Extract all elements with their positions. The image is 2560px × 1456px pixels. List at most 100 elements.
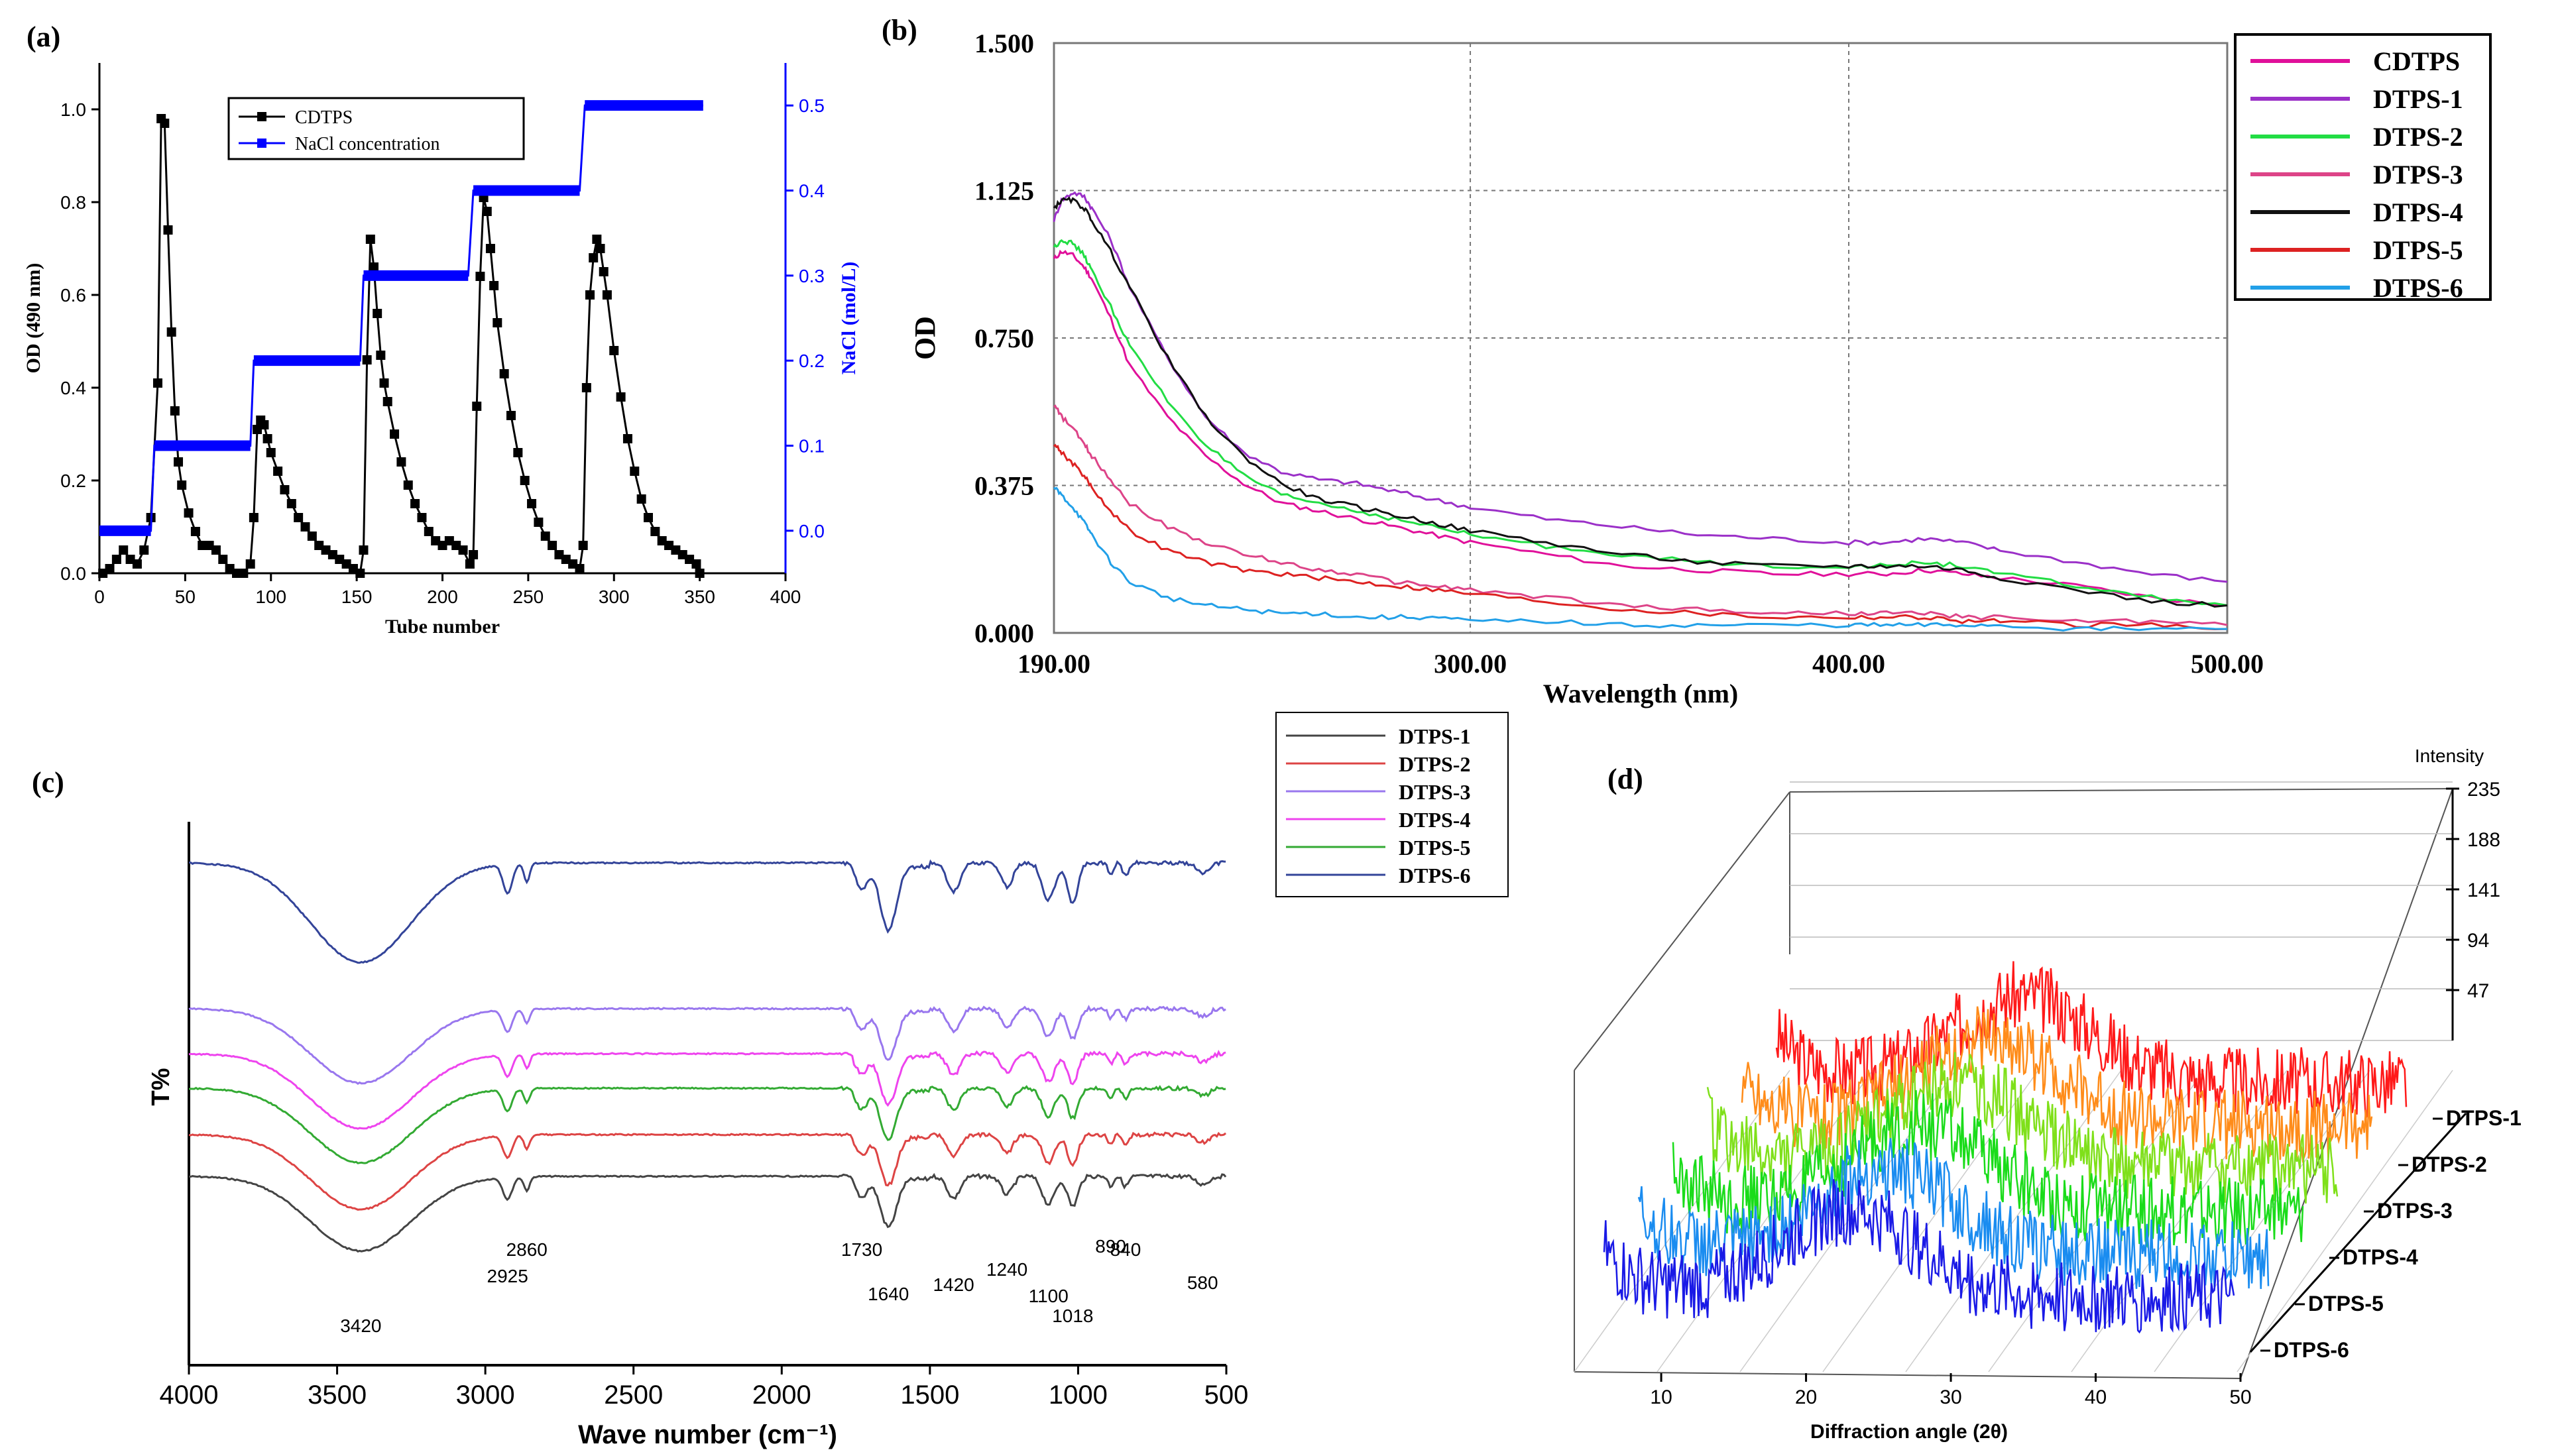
d-series-line-dtps-6 bbox=[1603, 1179, 2235, 1334]
a-point-cdtps bbox=[616, 392, 626, 402]
b-legend: CDTPS DTPS-1 DTPS-2 DTPS-3 DTPS-4 DTPS-5 DTPS-… bbox=[2234, 33, 2492, 303]
a-point-cdtps bbox=[218, 555, 228, 564]
a-x-tick-label: 350 bbox=[684, 587, 715, 607]
d-grid-floor bbox=[1574, 1070, 1790, 1372]
panel-d-label: (d) bbox=[1607, 763, 1643, 795]
c-legend-label-dtps-4: DTPS-4 bbox=[1399, 808, 1470, 832]
d-frame-edge bbox=[1789, 788, 2453, 793]
c-peak-label: 580 bbox=[1187, 1272, 1218, 1293]
a-point-cdtps bbox=[575, 564, 585, 573]
a-point-cdtps bbox=[458, 545, 468, 555]
a-y2-tick-label: 0.3 bbox=[799, 266, 825, 286]
d-x-tick-label: 30 bbox=[1940, 1386, 1961, 1408]
d-depth-axis bbox=[2249, 1112, 2467, 1353]
c-peak-label: 1018 bbox=[1052, 1306, 1093, 1326]
c-legend-label-dtps-5: DTPS-5 bbox=[1399, 836, 1470, 860]
d-frame-edge bbox=[1574, 791, 1790, 1071]
c-x-tick-label: 4000 bbox=[160, 1380, 219, 1410]
a-point-cdtps bbox=[170, 406, 180, 416]
a-point-cdtps bbox=[390, 429, 400, 439]
c-legend-label-dtps-1: DTPS-1 bbox=[1399, 724, 1470, 748]
a-point-cdtps bbox=[585, 290, 595, 300]
d-series-line-dtps-3 bbox=[1706, 1052, 2339, 1204]
b-y-tick-label: 1.500 bbox=[974, 28, 1034, 58]
a-point-cdtps bbox=[410, 499, 420, 508]
a-x-tick-label: 250 bbox=[513, 587, 544, 607]
a-legend-marker-nacl bbox=[257, 139, 266, 148]
a-point-cdtps bbox=[589, 253, 599, 262]
d-series-label-dtps-4: DTPS-4 bbox=[2343, 1245, 2418, 1269]
a-point-cdtps bbox=[160, 119, 170, 128]
a-point-cdtps bbox=[373, 309, 382, 318]
b-y-tick-label: 0.750 bbox=[974, 323, 1034, 353]
d-grid-floor bbox=[2071, 1070, 2288, 1372]
a-y-tick-label: 0.2 bbox=[60, 471, 86, 491]
a-point-cdtps bbox=[111, 555, 121, 564]
a-point-cdtps bbox=[482, 207, 492, 216]
a-point-cdtps bbox=[609, 346, 619, 355]
a-point-cdtps bbox=[650, 527, 660, 536]
b-legend-label-cdtps: CDTPS bbox=[2373, 46, 2460, 76]
c-series-line-dtps-5 bbox=[188, 1084, 1226, 1164]
c-x-tick-label: 1500 bbox=[900, 1380, 959, 1410]
b-series-line-dtps-2 bbox=[1053, 239, 2228, 606]
c-peak-label: 2860 bbox=[506, 1239, 548, 1260]
a-y-tick-label: 0.6 bbox=[60, 285, 86, 306]
c-legend-label-dtps-6: DTPS-6 bbox=[1399, 864, 1470, 887]
a-point-cdtps bbox=[581, 383, 591, 392]
a-point-cdtps bbox=[602, 290, 612, 300]
a-point-cdtps bbox=[475, 272, 485, 281]
a-point-cdtps bbox=[273, 467, 283, 476]
a-point-cdtps bbox=[105, 564, 115, 573]
c-series-line-dtps-1 bbox=[188, 1172, 1227, 1253]
a-point-cdtps bbox=[636, 494, 646, 504]
c-x-tick-label: 2500 bbox=[604, 1380, 663, 1410]
a-point-cdtps bbox=[355, 569, 365, 578]
a-y2-tick-label: 0.2 bbox=[799, 351, 825, 371]
a-y2-tick-label: 0.4 bbox=[799, 181, 825, 201]
d-z-tick-label: 94 bbox=[2467, 930, 2489, 952]
a-point-cdtps bbox=[595, 244, 605, 253]
d-x-tick-label: 40 bbox=[2085, 1386, 2107, 1408]
a-y2-tick-label: 0.1 bbox=[799, 436, 825, 457]
a-point-cdtps bbox=[119, 545, 129, 555]
panel-b-chart: 0.000 0.375 0.750 1.125 1.500 190.00 300.00 400… bbox=[909, 28, 2492, 708]
c-legend: DTPS-1 DTPS-2 DTPS-3 DTPS-4 DTPS-5 DTPS-6 bbox=[1275, 712, 1509, 897]
a-point-cdtps bbox=[691, 559, 701, 569]
a-point-cdtps bbox=[152, 378, 162, 388]
panel-a-label: (a) bbox=[27, 21, 60, 53]
d-z-tick-label: 47 bbox=[2467, 980, 2489, 1002]
d-z-tick-label: 235 bbox=[2467, 779, 2500, 801]
c-peak-label: 2925 bbox=[487, 1266, 528, 1286]
a-point-cdtps bbox=[499, 369, 509, 378]
a-x-tick-label: 0 bbox=[94, 587, 105, 607]
d-series-line-dtps-5 bbox=[1637, 1138, 2270, 1289]
panel-b-label: (b) bbox=[882, 14, 917, 46]
a-legend-marker-cdtps bbox=[257, 112, 266, 121]
b-legend-label-dtps-5: DTPS-5 bbox=[2373, 235, 2463, 265]
a-point-cdtps bbox=[249, 513, 259, 522]
b-series-line-dtps-3 bbox=[1053, 404, 2228, 626]
d-grid-floor bbox=[1822, 1070, 2039, 1372]
b-legend-box bbox=[2234, 33, 2492, 301]
a-y-tick-label: 0.8 bbox=[60, 192, 86, 213]
c-y-axis-label: T% bbox=[147, 1068, 175, 1106]
panel-c-chart: 4000 3500 3000 2500 2000 1500 1000 500 Wave numb… bbox=[147, 712, 1509, 1449]
c-series-line-dtps-2 bbox=[188, 1131, 1227, 1211]
a-legend: CDTPS NaCl concentration bbox=[227, 97, 525, 160]
a-x-tick-label: 400 bbox=[770, 587, 801, 607]
c-x-tick-label: 1000 bbox=[1049, 1380, 1108, 1410]
b-series-line-dtps-5 bbox=[1053, 443, 2228, 631]
c-series-line-dtps-3 bbox=[188, 1005, 1226, 1086]
a-point-cdtps bbox=[485, 244, 495, 253]
b-legend-label-dtps-3: DTPS-3 bbox=[2373, 160, 2463, 190]
b-series-line-dtps-6 bbox=[1053, 486, 2228, 632]
c-peak-label: 1420 bbox=[933, 1274, 974, 1295]
a-point-cdtps bbox=[396, 457, 406, 467]
a-point-cdtps bbox=[465, 559, 475, 569]
b-x-tick-label: 400.00 bbox=[1812, 649, 1885, 679]
d-x-tick-label: 10 bbox=[1650, 1386, 1672, 1408]
a-point-cdtps bbox=[174, 457, 184, 467]
panel-c-label: (c) bbox=[32, 766, 64, 799]
